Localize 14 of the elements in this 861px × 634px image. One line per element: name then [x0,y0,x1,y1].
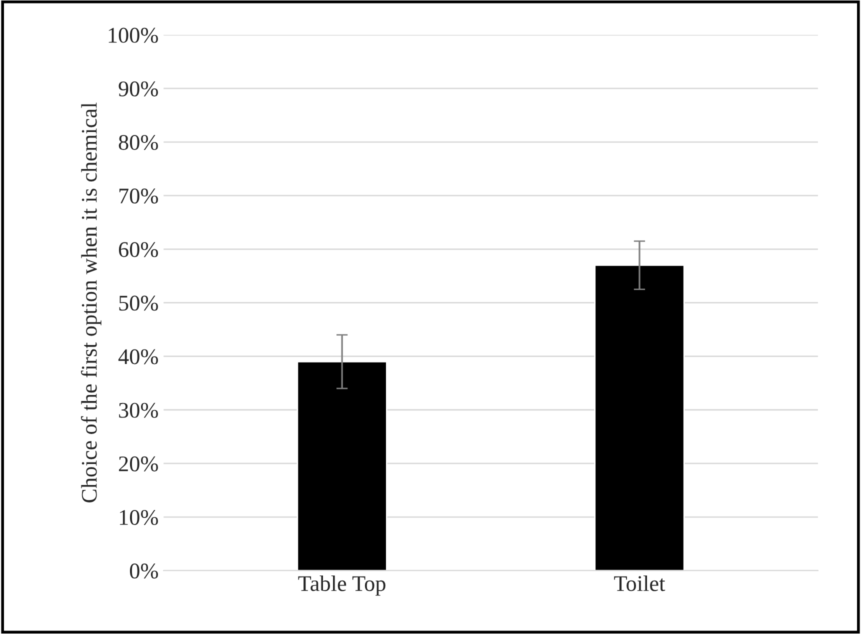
y-tick-label: 80% [118,134,158,150]
y-tick-label: 10% [120,510,158,526]
y-tick-label: 60% [118,242,158,258]
y-tick-label: 30% [119,402,158,418]
x-tick-label: Toilet [614,575,666,592]
y-axis-title: Choice of the first option when it is chemical [80,102,102,502]
y-tick-label: 70% [119,188,158,204]
y-tick-label: 40% [118,349,158,364]
y-tick-label: 90% [118,81,158,96]
y-tick-label: 100% [108,28,158,43]
y-tick-label: 0% [130,564,158,579]
x-tick-label: Table Top [298,575,386,596]
y-tick-label: 50% [119,296,158,311]
y-tick-label: 20% [118,456,158,472]
